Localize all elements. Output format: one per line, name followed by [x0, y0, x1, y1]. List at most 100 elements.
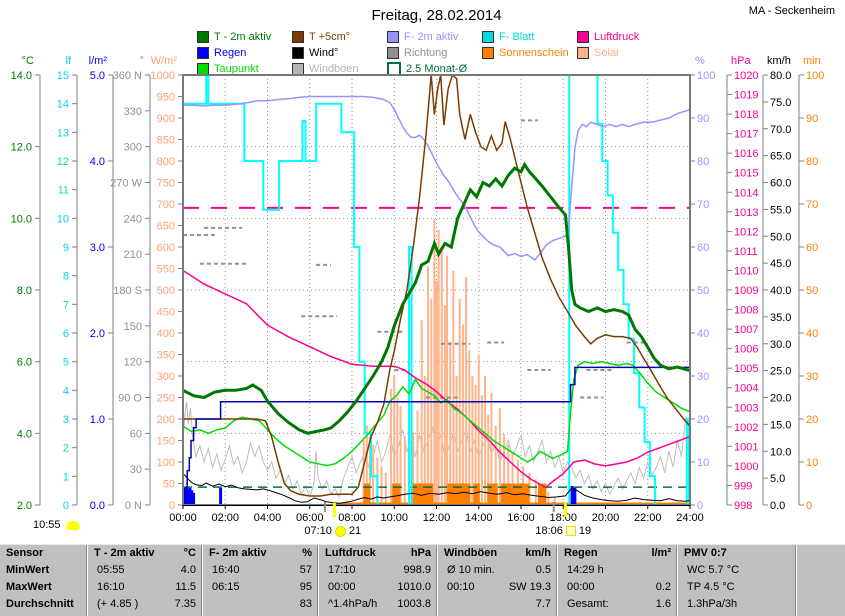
axis-tick-label: 10 — [806, 457, 818, 469]
table-filler — [797, 596, 845, 613]
column-divider — [86, 596, 88, 613]
sunset-time: 18:06 — [535, 525, 563, 537]
legend-label: Wind° — [309, 47, 339, 59]
row-label: Sensor — [6, 547, 44, 559]
axis-tick-label: 400 — [157, 328, 175, 340]
axis-tick-label: 30 — [806, 371, 818, 383]
table-filler — [797, 545, 845, 562]
column-divider — [317, 562, 319, 579]
axis-tick-label: 1.0 — [90, 414, 105, 426]
time-tick-label: 00:00 — [169, 512, 197, 524]
axis-tick-label: 0 — [63, 500, 69, 512]
cell-value: 7.35 — [174, 598, 196, 610]
row-label: MaxWert — [6, 581, 52, 593]
axis-tick-label: 1002 — [734, 422, 758, 434]
moonrise-marker: 10:55 — [33, 519, 80, 531]
axis-tick-label: 1012 — [734, 226, 758, 238]
time-tick-label: 22:00 — [634, 512, 662, 524]
legend-swatch — [482, 31, 494, 43]
axis-tick-label: 8.0 — [17, 285, 32, 297]
table-header-row: Sensor T - 2m aktiv °C F- 2m aktiv% Luftdruc… — [0, 545, 845, 562]
column-divider — [556, 545, 558, 562]
legend-label: T +5cm° — [309, 31, 351, 43]
cell-info: TP 4.5 °C — [687, 581, 735, 593]
moonrise-time: 10:55 — [33, 519, 61, 531]
axis-tick-label: 1019 — [734, 90, 758, 102]
time-tick-label: 18:00 — [549, 512, 577, 524]
cell-value: °C — [183, 547, 196, 559]
cell-info: T - 2m aktiv — [94, 547, 155, 559]
legend-item-windb-en: Windböen — [292, 63, 359, 75]
table-cell: PMV 0:7 — [678, 545, 795, 562]
axis-tick-label: 270 W — [110, 178, 142, 190]
cell-value: hPa — [410, 547, 431, 559]
svg-text:hPa: hPa — [731, 55, 751, 67]
axis-tick-label: 1017 — [734, 129, 758, 141]
axis-tick-label: 0 — [697, 500, 703, 512]
axis-tick-label: 80 — [697, 156, 709, 168]
axis-tick-label: 35.0 — [770, 312, 791, 324]
axis-tick-label: 200 — [157, 414, 175, 426]
axis-tick-label: 11 — [58, 185, 69, 197]
svg-text:°C: °C — [22, 55, 34, 67]
legend-swatch — [197, 31, 209, 43]
axis-tick-label: 1018 — [734, 109, 758, 121]
axis-tick-label: 14.0 — [11, 70, 32, 82]
axis-tick-label: 0 — [806, 500, 812, 512]
axis-tick-label: 40.0 — [770, 285, 791, 297]
svg-text:W/m²: W/m² — [151, 55, 178, 67]
axis-tick-label: 55.0 — [770, 204, 791, 216]
axis-tick-label: 40 — [697, 328, 709, 340]
cell-value: 4.0 — [180, 564, 196, 576]
table-cell: 00:00 0.2 — [558, 579, 676, 596]
cell-value: 0.2 — [655, 581, 671, 593]
legend-item-f-blatt: F- Blatt — [482, 31, 534, 43]
table-cell: ^1.4hPa/h 1003.8 — [319, 596, 436, 613]
axis-tick-label: 4 — [63, 385, 69, 397]
table-filler — [797, 562, 845, 579]
table-cell: Gesamt: 1.6 — [558, 596, 676, 613]
axis-tick-label: 600 — [157, 242, 175, 254]
axis-tick-label: 850 — [157, 135, 175, 147]
table-cell: 06:15 95 — [203, 579, 317, 596]
cell-value: % — [302, 547, 312, 559]
legend-swatch — [387, 31, 399, 43]
cell-value: 1.6 — [655, 598, 671, 610]
cell-value: 7.7 — [535, 598, 551, 610]
axis-tick-label: 7 — [63, 299, 69, 311]
axis-tick-label: 15 — [57, 70, 69, 82]
column-divider — [317, 579, 319, 596]
cell-info: Luftdruck — [325, 547, 376, 559]
column-divider — [317, 596, 319, 613]
axis-tick-label: 4.0 — [17, 428, 32, 440]
axis-tick-label: 1016 — [734, 148, 758, 160]
sun-tick-marks — [323, 502, 567, 517]
axis-tick-label: 1015 — [734, 168, 758, 180]
legend-label: T - 2m aktiv — [214, 31, 272, 43]
legend-label: Windböen — [309, 63, 359, 75]
legend-label: Solar — [594, 47, 620, 59]
cell-value: l/m² — [651, 547, 671, 559]
axis-tick-label: 998 — [734, 500, 752, 512]
legend-swatch — [197, 47, 209, 59]
cell-info: Regen — [564, 547, 598, 559]
cell-info: 00:00 — [328, 581, 356, 593]
table-cell: 14:29 h — [558, 562, 676, 579]
axis-tick-label: 5.0 — [90, 70, 105, 82]
axis-tick-label: 45.0 — [770, 258, 791, 270]
axis-tick-label: 0 — [169, 500, 175, 512]
axis-tick-label: 0.0 — [90, 500, 105, 512]
cell-value: 57 — [299, 564, 312, 576]
axis-dir: ° 0 N 30 60 90 O 120 150 180 S 210 240 270 W 300 330… — [110, 55, 151, 512]
column-divider — [795, 545, 797, 562]
axis-tick-label: 1004 — [734, 383, 758, 395]
axis-kmh: km/h 0.0 5.0 10.0 15.0 20.0 25.0 30.0 35.0 40.0 45… — [762, 55, 791, 512]
column-divider — [795, 562, 797, 579]
gridlines — [183, 75, 690, 505]
legend-item-t-5cm-: T +5cm° — [292, 31, 350, 43]
table-cell: 16:40 57 — [203, 562, 317, 579]
cell-info: ^1.4hPa/h — [328, 598, 378, 610]
axis-tick-label: 80.0 — [770, 70, 791, 82]
time-tick-label: 24:00 — [676, 512, 704, 524]
legend-item-taupunkt: Taupunkt — [197, 63, 259, 75]
